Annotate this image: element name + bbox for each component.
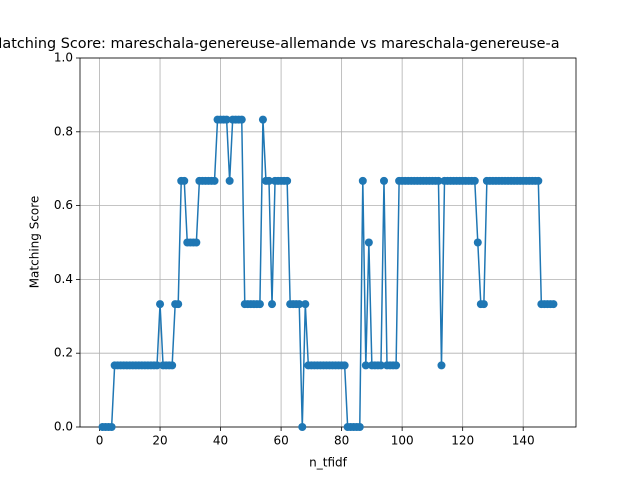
- point: [237, 115, 246, 124]
- point: [222, 115, 231, 124]
- point: [434, 176, 443, 185]
- point: [180, 176, 189, 185]
- point: [168, 361, 177, 370]
- chart-title: Matching Score: mareschala-genereuse-all…: [0, 36, 560, 52]
- series-line: [102, 118, 554, 428]
- point: [301, 300, 310, 309]
- point: [470, 176, 479, 185]
- y-tick-label: 0.8: [54, 124, 73, 138]
- y-tick-label: 0.0: [54, 420, 73, 434]
- x-tick-label: 140: [512, 434, 535, 448]
- point: [340, 361, 349, 370]
- point: [358, 176, 367, 185]
- point: [153, 361, 162, 370]
- y-tick-label: 0.6: [54, 198, 73, 212]
- point: [225, 176, 234, 185]
- point: [355, 423, 364, 431]
- point: [255, 300, 264, 309]
- point: [549, 300, 558, 309]
- point: [364, 238, 373, 247]
- point: [283, 176, 292, 185]
- y-tick-label: 1.0: [54, 51, 73, 65]
- point: [107, 423, 116, 431]
- point: [392, 361, 401, 370]
- point: [534, 176, 543, 185]
- point: [192, 238, 201, 247]
- plot-frame: [79, 57, 577, 428]
- point: [268, 300, 277, 309]
- x-tick-label: 20: [152, 434, 167, 448]
- y-tick-label: 0.2: [54, 346, 73, 360]
- x-tick-label: 120: [451, 434, 474, 448]
- point: [473, 238, 482, 247]
- x-tick-label: 0: [96, 434, 104, 448]
- point: [258, 115, 267, 124]
- point: [156, 300, 165, 309]
- point: [298, 423, 307, 431]
- point: [295, 300, 304, 309]
- y-axis-label: Matching Score: [28, 196, 42, 289]
- x-tick-label: 60: [273, 434, 288, 448]
- x-tick-label: 100: [391, 434, 414, 448]
- point: [361, 361, 370, 370]
- point: [376, 361, 385, 370]
- x-tick-label: 40: [213, 434, 228, 448]
- point: [174, 300, 183, 309]
- point: [210, 176, 219, 185]
- x-tick-label: 80: [334, 434, 349, 448]
- point: [264, 176, 273, 185]
- point: [479, 300, 488, 309]
- point: [437, 361, 446, 370]
- x-axis-label: n_tfidf: [309, 456, 347, 470]
- y-tick-label: 0.4: [54, 272, 73, 286]
- point: [379, 176, 388, 185]
